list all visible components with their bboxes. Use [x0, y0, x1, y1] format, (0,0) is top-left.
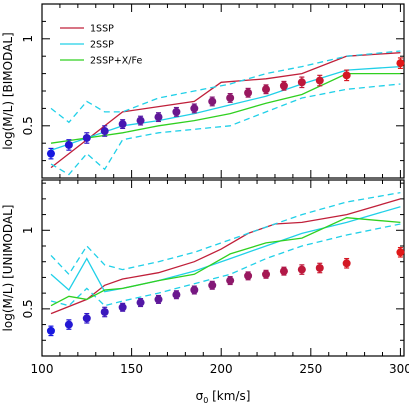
x-axis-label: σ0 [km/s]: [196, 389, 251, 405]
data-point: [244, 88, 253, 97]
data-point: [100, 127, 109, 136]
data-point: [297, 265, 306, 274]
x-tick-label: 150: [120, 362, 143, 376]
data-point: [226, 276, 235, 285]
data-point: [118, 120, 127, 129]
series-line-2ssp_upper: [50, 50, 401, 124]
x-tick-label: 100: [31, 362, 54, 376]
series-line-2ssp_xfe: [50, 217, 401, 307]
data-point: [118, 303, 127, 312]
data-point: [46, 149, 55, 158]
y-tick-label: 1: [21, 226, 35, 234]
data-point: [208, 97, 217, 106]
legend-label: 1SSP: [90, 24, 114, 35]
y-axis-label: log(M/L) [BIMODAL]: [1, 32, 15, 149]
data-point: [46, 326, 55, 335]
x-tick-label: 200: [210, 362, 233, 376]
data-point: [279, 267, 288, 276]
legend-label: 2SSP: [90, 40, 114, 51]
x-tick-label: 250: [299, 362, 322, 376]
data-point: [342, 71, 351, 80]
data-point: [208, 281, 217, 290]
data-point: [342, 259, 351, 268]
y-tick-label: 0.5: [21, 116, 35, 135]
x-axis-subscript: 0: [203, 396, 208, 405]
data-point: [172, 290, 181, 299]
data-point: [279, 81, 288, 90]
plot-frame: [41, 179, 405, 357]
data-point: [82, 314, 91, 323]
data-point: [82, 133, 91, 142]
series-line-2ssp: [50, 206, 401, 293]
data-point: [396, 59, 405, 68]
data-point: [154, 113, 163, 122]
data-point: [64, 320, 73, 329]
data-point: [100, 308, 109, 316]
bottom-panel: 0.5 1 log(M/L) [UNIMODAL] 100 150 200 250 300 σ0…: [1, 179, 409, 405]
x-axis-symbol: σ: [196, 389, 204, 403]
data-point: [64, 140, 73, 149]
y-tick-label: 1: [21, 35, 35, 43]
series-line-2ssp_lower: [50, 83, 401, 176]
series-line-2ssp: [50, 65, 401, 151]
y-axis-label: log(M/L) [UNIMODAL]: [1, 205, 15, 332]
x-axis-units: [km/s]: [208, 389, 250, 403]
data-point: [244, 271, 253, 280]
data-point: [262, 85, 271, 94]
data-point: [190, 286, 199, 294]
top-panel: 0.5 1 log(M/L) [BIMODAL] 1SSP 2SSP 2SSP+X/Fe: [1, 3, 405, 179]
series-line-2ssp_upper: [50, 191, 401, 276]
data-point: [172, 107, 181, 116]
data-point: [136, 116, 145, 125]
legend-label: 2SSP+X/Fe: [90, 56, 142, 67]
data-point: [136, 298, 145, 307]
data-point: [396, 248, 405, 257]
series-line-2ssp_lower: [50, 223, 401, 307]
series-line-1ssp: [50, 198, 401, 315]
data-point: [315, 76, 324, 85]
data-point: [315, 264, 324, 272]
data-point: [154, 295, 163, 304]
data-point: [226, 93, 235, 102]
data-point: [297, 78, 306, 87]
data-point: [262, 270, 271, 279]
y-tick-label: 0.5: [21, 299, 35, 318]
x-tick-label: 300: [389, 362, 409, 376]
data-point: [190, 104, 199, 113]
